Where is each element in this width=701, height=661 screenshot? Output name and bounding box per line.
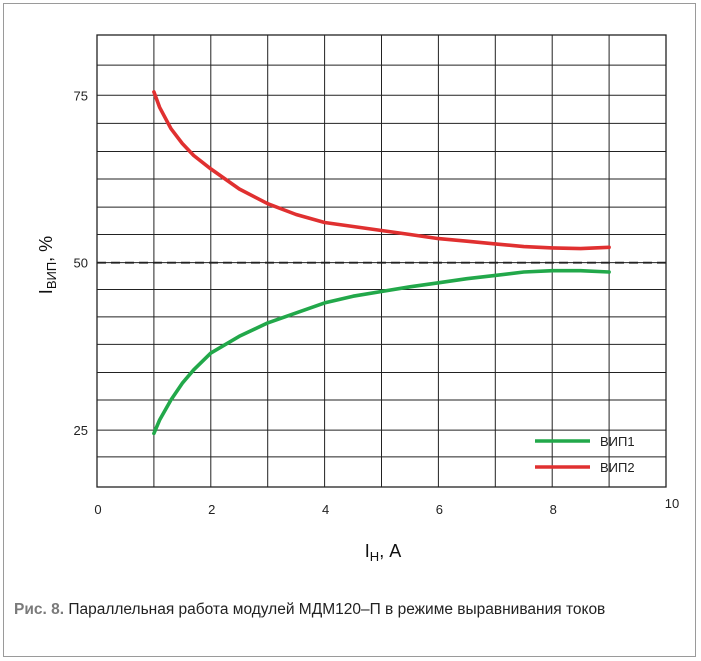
y-axis-label-sub: ВИП [44, 262, 59, 289]
x-tick-label: 4 [322, 502, 329, 517]
plot-area [96, 34, 667, 488]
y-tick-label: 75 [74, 88, 88, 103]
x-axis-label-unit: , А [379, 541, 401, 561]
grid-lines [96, 34, 667, 488]
x-tick-label: 10 [665, 496, 679, 511]
series-layer [152, 90, 611, 436]
y-tick-label: 50 [74, 256, 88, 271]
caption-label: Рис. 8. [14, 601, 65, 618]
legend-label: ВИП2 [600, 460, 635, 475]
legend: ВИП1 ВИП2 [535, 434, 635, 475]
y-axis-label-unit: , % [36, 236, 56, 262]
series-line-2 [152, 90, 611, 251]
x-tick-label: 2 [208, 502, 215, 517]
x-tick-labels: 0 2 4 6 8 10 [94, 496, 679, 517]
x-axis-label-main: I [365, 541, 370, 561]
y-tick-label: 25 [74, 423, 88, 438]
x-tick-label: 6 [436, 502, 443, 517]
series-line-1 [152, 268, 611, 436]
y-tick-labels: 25 50 75 [74, 88, 88, 438]
x-tick-label: 8 [550, 502, 557, 517]
x-axis-label: IН, А [365, 541, 401, 564]
legend-label: ВИП1 [600, 434, 635, 449]
figure-caption: Рис. 8. Параллельная работа модулей МДМ1… [14, 597, 654, 622]
y-axis-label: IВИП, % [36, 236, 59, 294]
x-tick-label: 0 [94, 502, 101, 517]
figure-frame [3, 3, 696, 657]
caption-text: Параллельная работа модулей МДМ120–П в р… [68, 601, 606, 618]
y-axis-label-main: I [36, 289, 56, 294]
x-axis-label-sub: Н [370, 549, 379, 564]
